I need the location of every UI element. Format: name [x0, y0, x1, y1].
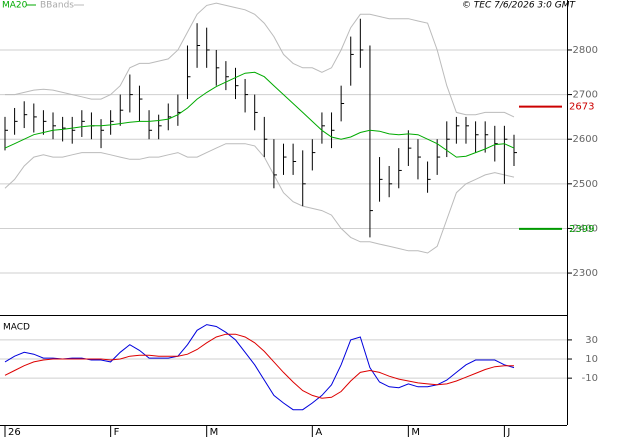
ma-line	[4, 71, 515, 158]
x-tick-label: F	[114, 427, 120, 438]
copyright: © TEC 7/6/2026 3:0 GMT	[462, 1, 577, 11]
bollinger-band	[5, 2, 515, 118]
x-tick-label: M	[210, 427, 219, 438]
y-tick-label: -10	[582, 373, 598, 384]
y-tick-label: 2700	[573, 90, 598, 101]
x-tick-label: 26	[8, 427, 21, 438]
bollinger-band	[4, 143, 515, 254]
legend-bbands: BBands	[40, 1, 74, 11]
x-tick-label: J	[506, 427, 510, 438]
macd-line	[4, 333, 514, 399]
macd-title: MACD	[3, 323, 30, 333]
macd-line	[4, 324, 515, 411]
level-label: 2673	[569, 102, 594, 113]
x-tick-label: M	[411, 427, 420, 438]
y-tick-label: 30	[585, 335, 598, 346]
y-tick-label: 10	[585, 354, 598, 365]
y-tick-label: 2400	[573, 223, 598, 234]
y-tick-label: 2500	[573, 179, 598, 190]
y-tick-label: 2800	[573, 45, 598, 56]
y-tick-label: 2300	[573, 268, 598, 279]
x-tick-label: A	[315, 427, 322, 438]
legend-ma20: MA20	[2, 1, 28, 11]
y-tick-label: 2600	[573, 134, 598, 145]
level-label: 2399	[569, 224, 594, 235]
